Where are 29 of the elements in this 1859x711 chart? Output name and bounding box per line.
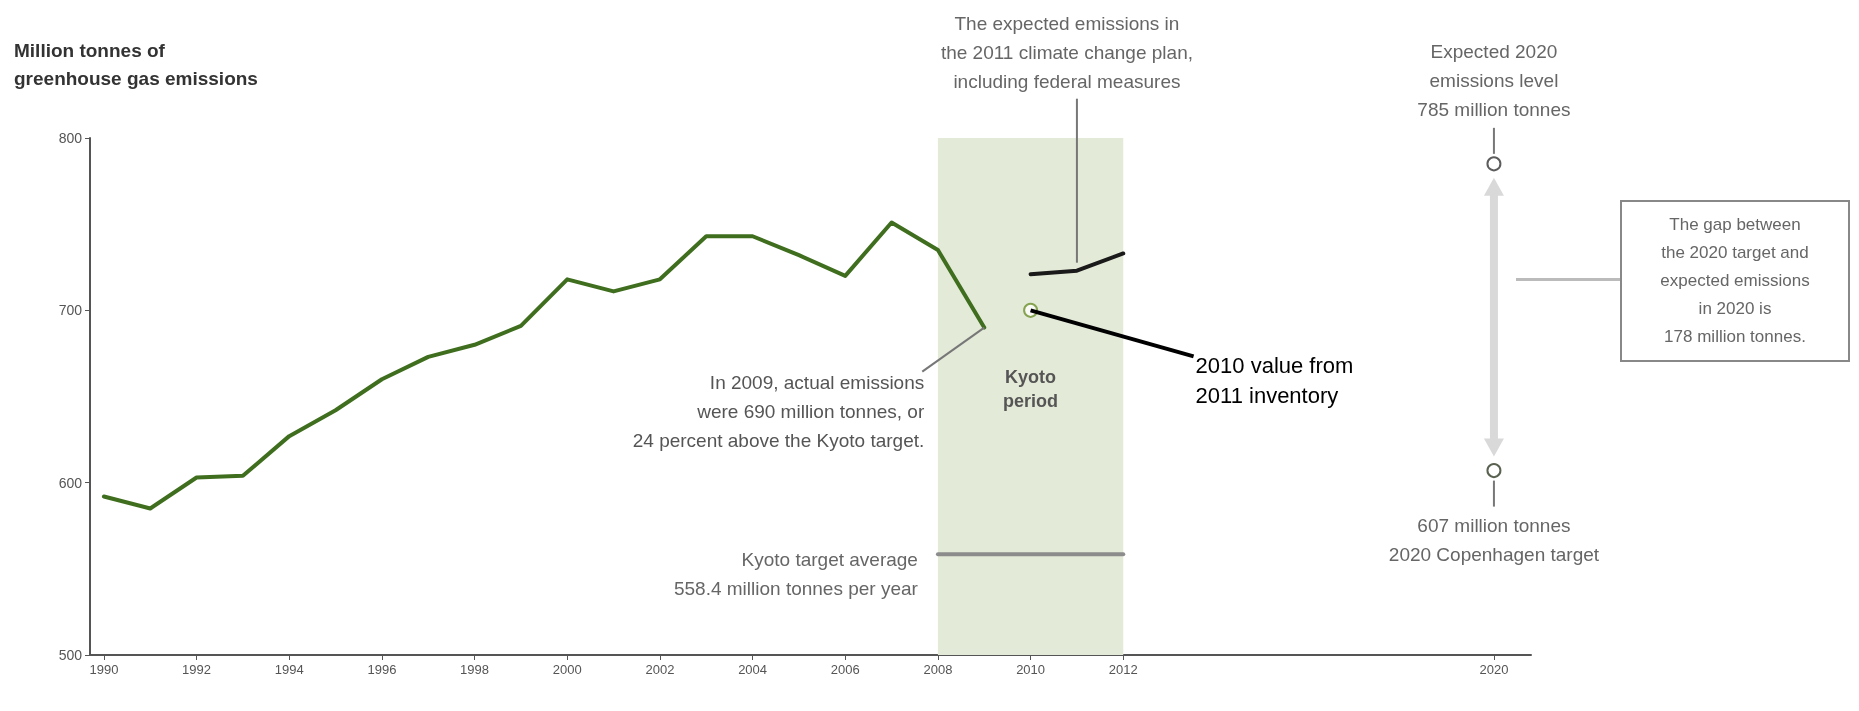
- x-tick-label: 2008: [923, 662, 953, 677]
- annotation: Kyoto target average 558.4 million tonnes per year: [673, 549, 919, 600]
- x-tick-label: 2004: [738, 662, 768, 677]
- x-tick-label: 2020: [1479, 662, 1509, 677]
- x-tick-label: 2000: [552, 662, 582, 677]
- band-label: Kyoto period: [1003, 367, 1059, 412]
- point: [1486, 156, 1502, 172]
- x-tick-label: 2006: [830, 662, 860, 677]
- y-tick-label: 600: [58, 474, 83, 491]
- point: [1486, 463, 1502, 479]
- annotation: 607 million tonnes 2020 Copenhagen target: [1388, 514, 1600, 565]
- x-tick-label: 1994: [274, 662, 304, 677]
- x-tick-label: 1992: [182, 662, 212, 677]
- x-tick-label: 1990: [89, 662, 119, 677]
- annotation: In 2009, actual emissions were 690 million tonnes, or 24 percent above the Kyoto target.: [632, 371, 925, 451]
- text: The gap between the 2020 target and expected emissions in 2020 is 178 million tonnes.: [1620, 200, 1850, 362]
- y-tick-label: 700: [58, 302, 83, 319]
- x-tick-label: 2002: [645, 662, 675, 677]
- y-axis-title: Million tonnes of greenhouse gas emissions: [14, 39, 258, 89]
- x-tick-label: 2010: [1016, 662, 1046, 677]
- line-series: [101, 220, 987, 511]
- x-tick-label: 2012: [1108, 662, 1138, 677]
- annotation: Expected 2020 emissions level 785 million tonnes: [1417, 40, 1571, 120]
- x-tick-label: 1998: [460, 662, 490, 677]
- y-tick-label: 500: [58, 647, 83, 663]
- annotation: The expected emissions in the 2011 climate change plan, including federal measures: [940, 12, 1193, 92]
- x-tick-label: 1996: [367, 662, 397, 677]
- annotation: 2010 value from 2011 inventory: [1195, 352, 1354, 408]
- y-tick-label: 800: [58, 130, 83, 146]
